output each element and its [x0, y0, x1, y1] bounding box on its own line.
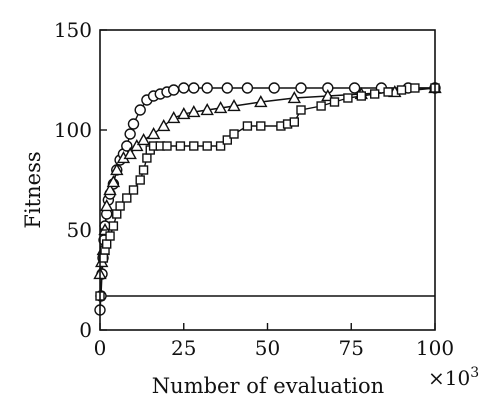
x-tick-label: 100 [416, 336, 454, 360]
data-point-square [396, 85, 407, 95]
data-point-circle [127, 118, 140, 130]
data-point-triangle [157, 119, 171, 132]
data-point-square [105, 231, 115, 241]
data-point-triangle [130, 139, 144, 152]
plot-markers [93, 81, 442, 316]
series-line-square [99, 87, 435, 297]
data-point-triangle [110, 163, 124, 176]
data-point-square [142, 153, 152, 163]
data-point-triangle [213, 101, 228, 114]
data-point-square [296, 105, 306, 115]
data-point-circle [188, 82, 200, 94]
data-point-triangle [103, 183, 117, 196]
data-point-square [215, 141, 226, 151]
data-point-square [329, 97, 340, 107]
data-point-square [162, 141, 172, 151]
data-point-triangle [123, 147, 137, 160]
data-point-triangle [106, 175, 121, 188]
x-tick-label: 75 [339, 336, 364, 360]
data-point-triangle [287, 91, 301, 104]
y-tick-label: 100 [54, 118, 92, 142]
data-point-triangle [254, 95, 268, 108]
data-point-circle [268, 82, 280, 94]
data-point-square [316, 101, 326, 111]
axis-ticks [99, 29, 436, 331]
x-tick-label: 50 [255, 336, 280, 360]
x-tick-label: 0 [94, 336, 107, 360]
data-point-circle [295, 82, 307, 94]
data-point-square [289, 117, 299, 127]
data-point-circle [201, 82, 213, 94]
data-point-circle [348, 82, 361, 94]
data-point-square [356, 91, 366, 101]
data-point-circle [121, 140, 133, 152]
data-point-square [189, 141, 199, 151]
data-point-square [101, 239, 112, 249]
data-point-circle [124, 128, 136, 140]
x-axis-label: Number of evaluation [152, 374, 384, 398]
data-point-square [383, 87, 393, 97]
data-point-square [343, 93, 353, 103]
data-point-square [229, 129, 239, 139]
data-point-square [222, 135, 233, 145]
tick-labels: 0 25 50 75 100 0 50 100 150 [54, 18, 454, 360]
y-tick-label: 50 [67, 218, 92, 242]
series-line-circle [99, 87, 435, 311]
data-point-square [112, 209, 122, 219]
data-point-square [115, 201, 125, 211]
plot-lines [99, 87, 436, 311]
plot-frame [99, 29, 436, 331]
data-point-triangle [100, 199, 114, 212]
data-point-triangle [177, 107, 191, 120]
data-point-square [122, 193, 132, 203]
data-point-square [175, 141, 186, 151]
data-point-circle [134, 104, 146, 116]
data-point-triangle [200, 103, 214, 116]
x-multiplier-base: ×10 [428, 366, 470, 390]
x-multiplier-label: ×103 [428, 365, 479, 390]
data-point-triangle [146, 127, 161, 140]
data-point-triangle [167, 111, 181, 124]
data-point-square [138, 165, 149, 175]
data-point-square [410, 83, 420, 93]
y-tick-label: 150 [54, 18, 92, 42]
x-multiplier-exponent: 3 [470, 365, 479, 381]
data-point-square [128, 185, 139, 195]
y-axis-label: Fitness [21, 151, 45, 228]
data-point-triangle [227, 99, 241, 112]
data-point-square [370, 89, 380, 99]
data-point-square [202, 141, 212, 151]
data-point-triangle [187, 105, 201, 118]
data-point-square [108, 221, 119, 231]
data-point-square [135, 175, 145, 185]
data-point-circle [167, 84, 180, 96]
x-tick-label: 25 [171, 336, 196, 360]
data-point-circle [178, 82, 190, 94]
data-point-triangle [136, 133, 151, 146]
data-point-square [256, 121, 266, 131]
series-line-triangle [99, 87, 436, 275]
data-point-circle [221, 82, 234, 94]
y-tick-label: 0 [79, 318, 92, 342]
data-point-square [242, 121, 253, 131]
data-point-circle [241, 82, 254, 94]
